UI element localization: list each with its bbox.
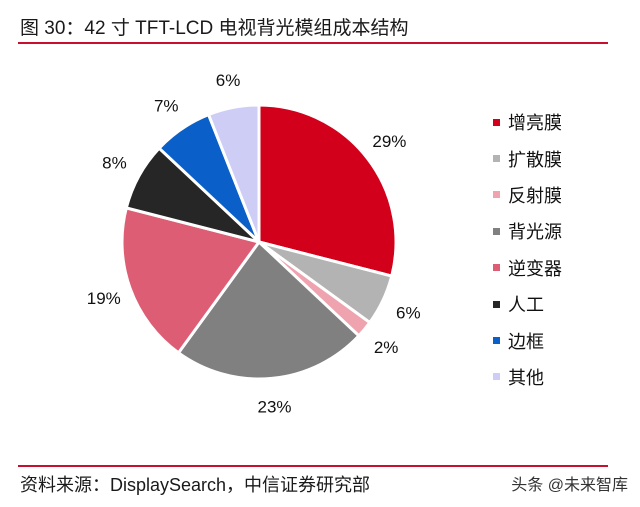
legend-swatch-icon	[493, 264, 500, 272]
legend-swatch-icon	[493, 191, 500, 199]
legend-item: 其他	[493, 359, 562, 395]
figure-title: 图 30：42 寸 TFT-LCD 电视背光模组成本结构	[20, 18, 409, 39]
slice-label: 29%	[372, 132, 406, 151]
legend-item: 边框	[493, 322, 562, 358]
pie-slice	[176, 239, 361, 381]
legend-swatch-icon	[493, 155, 500, 163]
legend-swatch-icon	[493, 227, 500, 235]
legend-swatch-icon	[493, 118, 500, 126]
legend-item: 背光源	[493, 213, 562, 249]
slice-label: 7%	[154, 97, 179, 116]
pie-slice	[257, 103, 398, 278]
legend-item: 增亮膜	[493, 104, 562, 140]
slice-label: 8%	[102, 154, 127, 173]
source-note: 资料来源：DisplaySearch，中信证券研究部	[20, 475, 371, 495]
legend-item: 逆变器	[493, 250, 562, 286]
title-divider	[18, 42, 608, 44]
slice-label: 6%	[216, 71, 241, 90]
watermark: 头条 @未来智库	[511, 477, 628, 494]
pie-slices	[120, 103, 398, 381]
pie-chart: 29% 6% 2% 23% 19% 8% 7% 6%	[87, 71, 421, 416]
slice-label: 23%	[258, 397, 292, 416]
pie-slice	[120, 206, 262, 355]
legend-swatch-icon	[493, 300, 500, 308]
footer-divider	[18, 465, 608, 467]
legend-swatch-icon	[493, 373, 500, 381]
legend-swatch-icon	[493, 337, 500, 345]
pie-labels: 29% 6% 2% 23% 19% 8% 7% 6%	[87, 71, 421, 416]
slice-label: 2%	[374, 338, 399, 357]
legend-item: 反射膜	[493, 177, 562, 213]
legend-item: 人工	[493, 286, 562, 322]
legend-item: 扩散膜	[493, 140, 562, 176]
pie-slice	[206, 103, 261, 243]
legend: 增亮膜 扩散膜 反射膜 背光源 逆变器 人工 边框 其他	[493, 104, 562, 395]
slice-label: 19%	[87, 289, 121, 308]
slice-label: 6%	[396, 303, 421, 322]
